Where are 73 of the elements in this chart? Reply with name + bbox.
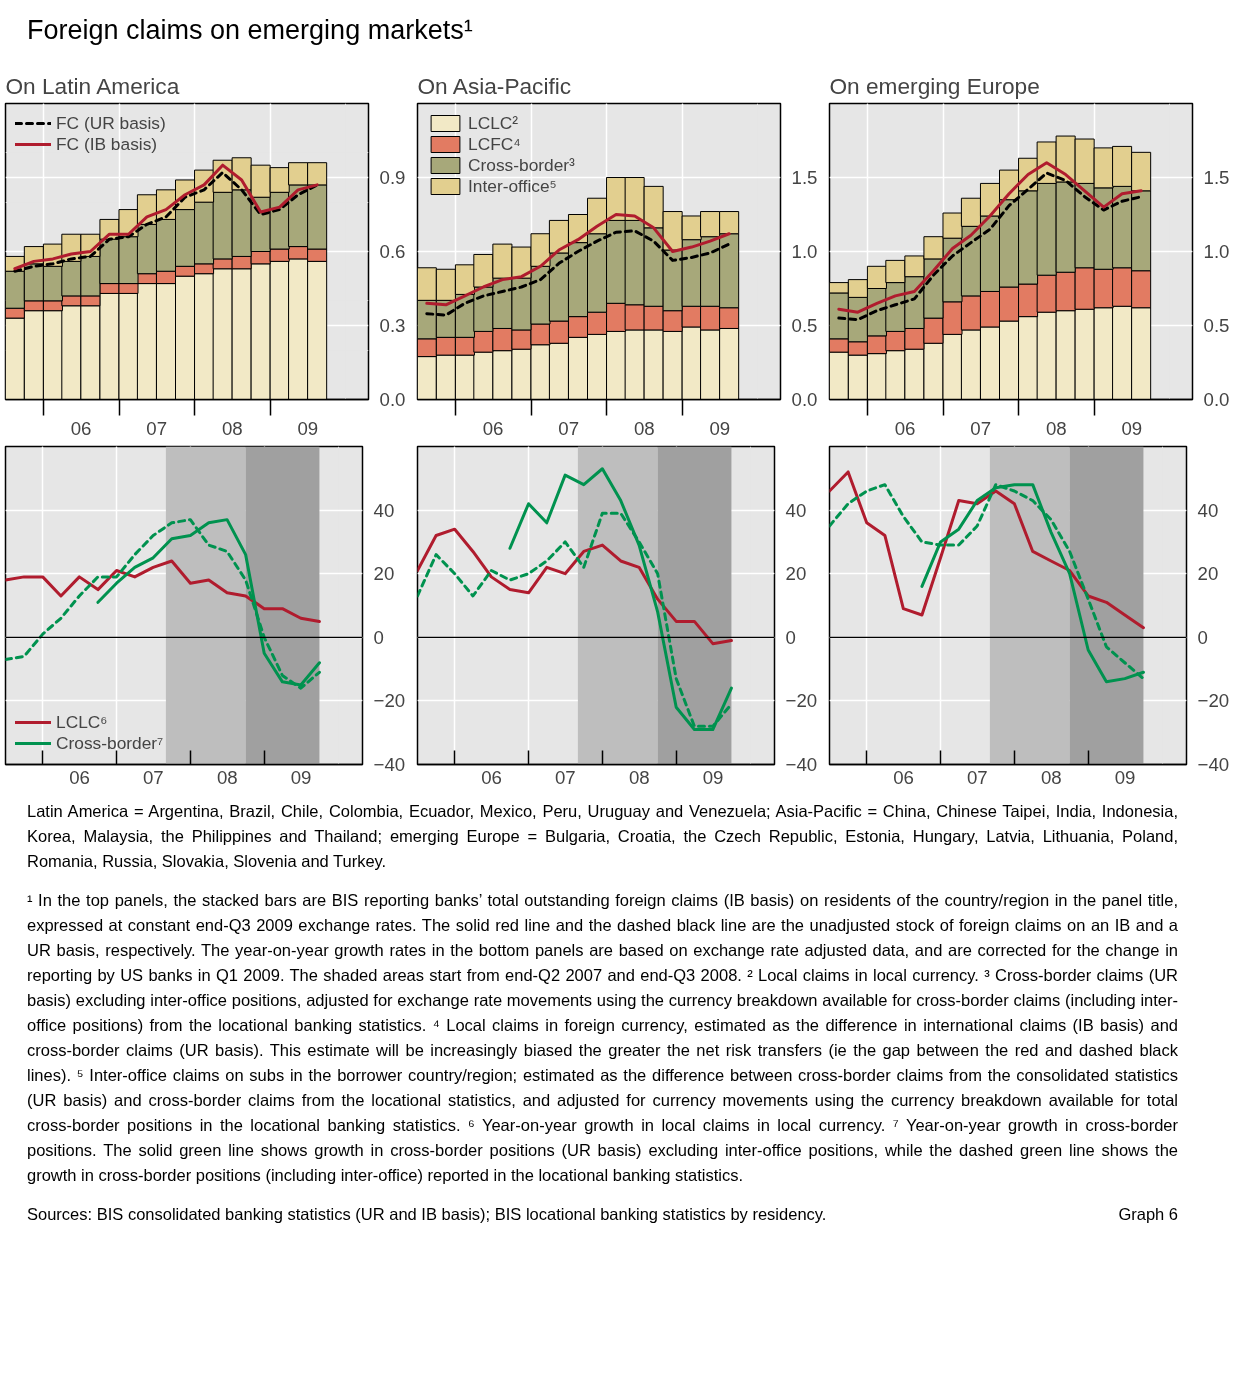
y-tick-label: 0.6 (379, 240, 406, 262)
x-tick-label: 09 (702, 766, 724, 788)
legend-label: FC (UR basis) (56, 112, 166, 134)
y-tick-label: −40 (1197, 753, 1230, 775)
y-tick-label: −20 (373, 689, 406, 711)
y-tick-label: 0 (1197, 626, 1208, 648)
chart-subtitle: On Asia-Pacific (417, 72, 572, 99)
x-tick-label: 07 (558, 417, 580, 439)
x-tick-label: 09 (709, 417, 731, 439)
y-tick-label: 40 (1197, 499, 1219, 521)
x-tick-label: 06 (894, 417, 916, 439)
y-tick-label: 0.0 (791, 388, 818, 410)
y-tick-label: 0.0 (379, 388, 406, 410)
source-note: Sources: BIS consolidated banking statistics (UR and IB basis); BIS locational banking statistics by residency. (27, 1203, 827, 1225)
x-tick-label: 08 (1045, 417, 1067, 439)
x-tick-label: 08 (628, 766, 650, 788)
y-tick-label: 0.3 (379, 314, 406, 336)
legend-label: Inter-office⁵ (468, 175, 557, 197)
x-tick-label: 07 (554, 766, 576, 788)
legend-label: LCLC⁶ (56, 711, 108, 733)
y-tick-label: 1.5 (791, 166, 818, 188)
legend-label: FC (IB basis) (56, 133, 158, 155)
y-tick-label: 0 (785, 626, 796, 648)
x-tick-label: 08 (216, 766, 238, 788)
y-tick-label: 1.0 (1203, 240, 1230, 262)
x-tick-label: 09 (297, 417, 319, 439)
chart-subtitle: On emerging Europe (829, 72, 1040, 99)
legend-label: Cross-border³ (468, 154, 575, 176)
y-tick-label: 40 (785, 499, 807, 521)
x-tick-label: 07 (966, 766, 988, 788)
legend-label: Cross-border⁷ (56, 732, 164, 754)
y-tick-label: 0.5 (791, 314, 818, 336)
x-tick-label: 06 (893, 766, 914, 788)
x-tick-label: 06 (69, 766, 90, 788)
x-tick-label: 07 (142, 766, 164, 788)
line-series (5, 559, 321, 623)
x-tick-label: 06 (482, 417, 504, 439)
caption: Graph 6 (1118, 1203, 1178, 1225)
x-tick-label: 09 (290, 766, 312, 788)
y-tick-label: 1.5 (1203, 166, 1230, 188)
chart-title: Foreign claims on emerging markets¹ (27, 14, 473, 47)
text: ¹ In the top panels, the stacked bars are BIS reporting banks’ total outstanding foreign claims (IB basis) on residents of the country/region in the panel title, expressed at constant end-Q3 2009 exchange rates. The solid red line and the dashed black line are the unadjusted stock of foreign claims on an IB and a UR basis, respectively. The year-on-year growth rates in the bottom panels are based on exchange rate adjusted data, and are corrected for the change in reporting by US banks in Q1 2009. The shaded areas start from end-Q2 2007 and end-Q3 2008. ² Local claims in local currency. ³ Cross-border claims (UR basis) excluding inter-office positions, adjusted for exchange rate movements using the currency breakdown available for cross-border claims (including inter-office positions) from the locational banking statistics. ⁴ Local claims in foreign currency, estimated as the difference in international claims (IB basis) and cross-border claims (UR basis). This estimate will be increasingly biased the greater the net risk transfers (ie the gap between the red and dashed black lines). ⁵ Inter-office claims on subs in the borrower country/region; estimated as the difference between cross-border claims from the consolidated statistics (UR basis) and cross-border claims from the locational statistics, and adjusted for currency movements using the currency breakdown available for total cross-border positions in the locational banking statistics. ⁶ Year-on-year growth in local claims in local currency. ⁷ Year-on-year growth in cross-border positions. The solid green line shows growth in cross-border positions (UR basis) excluding inter-office positions, while the dashed green line shows the growth in cross-border positions (including inter-office) reported in the locational banking statistics. (27, 890, 1178, 1184)
legend-label: LCFC⁴ (468, 133, 521, 155)
x-tick-label: 09 (1121, 417, 1143, 439)
line-series (417, 527, 733, 645)
chart-subtitle: On Latin America (5, 72, 180, 99)
y-tick-label: 40 (373, 499, 395, 521)
text: Latin America = Argentina, Brazil, Chile, Colombia, Ecuador, Mexico, Peru, Uruguay and Venezuela; Asia-Pacific = China, Chinese Taipei, India, Indonesia, Korea, Malaysia, the Philippines and Thailand; emerging Europe = Bulgaria, Croatia, the Czech Republic, Estonia, Hungary, Latvia, Lithuania, Poland, Romania, Russia, Slovakia, Slovenia and Turkey. (27, 800, 1178, 872)
y-tick-label: 20 (373, 562, 395, 584)
y-tick-label: 20 (785, 562, 807, 584)
x-tick-label: 08 (221, 417, 243, 439)
line-series (829, 470, 1145, 629)
x-tick-label: 07 (146, 417, 168, 439)
y-tick-label: 0.0 (1203, 388, 1230, 410)
x-tick-label: 08 (633, 417, 655, 439)
line-series (425, 212, 731, 306)
line-series (5, 517, 321, 690)
y-tick-label: −40 (373, 753, 406, 775)
y-tick-label: −20 (1197, 689, 1230, 711)
x-tick-label: 06 (70, 417, 92, 439)
y-tick-label: 0 (373, 626, 384, 648)
y-tick-label: −20 (785, 689, 818, 711)
y-tick-label: −40 (785, 753, 818, 775)
legend-label: LCLC² (468, 112, 519, 134)
y-tick-label: 1.0 (791, 240, 818, 262)
y-tick-label: 20 (1197, 562, 1219, 584)
x-tick-label: 06 (481, 766, 502, 788)
x-tick-label: 09 (1114, 766, 1136, 788)
line-series (829, 482, 1145, 680)
y-tick-label: 0.9 (379, 166, 406, 188)
x-tick-label: 07 (970, 417, 992, 439)
y-tick-label: 0.5 (1203, 314, 1230, 336)
x-tick-label: 08 (1040, 766, 1062, 788)
